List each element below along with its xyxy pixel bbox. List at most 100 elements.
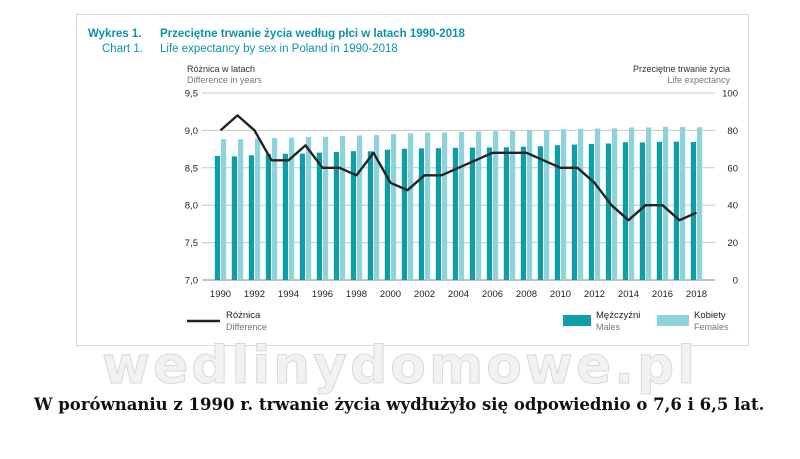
chart-svg: Wykres 1. Przeciętne trwanie życia wedłu… — [88, 28, 738, 332]
legend-males-pl: Mężczyźni — [596, 310, 640, 321]
legend-females-swatch — [657, 315, 689, 326]
bar-females — [646, 127, 652, 281]
bar-males — [435, 148, 441, 280]
bar-males — [554, 145, 560, 280]
bar-females — [680, 127, 686, 280]
right-tick-label: 100 — [722, 89, 738, 100]
chart-title-en: Life expectancy by sex in Poland in 1990… — [160, 43, 398, 55]
bar-females — [221, 139, 227, 280]
bar-females — [697, 127, 703, 280]
bar-females — [510, 130, 516, 280]
legend-females-pl: Kobiety — [694, 310, 726, 321]
bar-females — [442, 132, 448, 280]
bar-males — [469, 147, 475, 280]
caption-text: W porównaniu z 1990 r. trwanie życia wyd… — [34, 395, 765, 414]
bar-females — [340, 136, 346, 280]
bar-females — [408, 133, 414, 280]
bar-males — [486, 147, 492, 280]
grid-lines — [202, 92, 715, 281]
bar-females — [425, 132, 431, 280]
x-tick-label: 2000 — [380, 289, 401, 300]
chart-number-en: Chart 1. — [102, 43, 143, 55]
bar-males — [214, 156, 220, 280]
bar-females — [255, 138, 261, 280]
bar-males — [299, 153, 305, 280]
x-tick-label: 2016 — [652, 289, 673, 300]
bar-males — [537, 146, 543, 280]
left-tick-label: 8,5 — [185, 163, 198, 174]
bar-males — [265, 153, 271, 280]
bar-males — [690, 141, 696, 280]
bar-females — [357, 135, 363, 280]
bar-males — [588, 144, 594, 280]
legend-females-en: Females — [694, 322, 729, 332]
bar-females — [238, 139, 244, 280]
bar-males — [520, 146, 526, 280]
difference-line — [219, 114, 697, 222]
bar-females — [544, 130, 550, 280]
x-tick-label: 1994 — [278, 289, 299, 300]
bar-males — [282, 153, 288, 280]
watermark: wedlinydomowe.pl — [101, 336, 699, 397]
x-tick-label: 2012 — [584, 289, 605, 300]
left-tick-label: 9,0 — [185, 126, 198, 137]
chart-number-pl: Wykres 1. — [88, 28, 142, 40]
x-tick-label: 1998 — [346, 289, 367, 300]
bar-males — [316, 152, 322, 280]
x-tick-label: 2008 — [516, 289, 537, 300]
legend-difference-en: Difference — [226, 322, 267, 332]
bar-females — [561, 129, 567, 280]
bar-males — [401, 148, 407, 280]
left-tick-label: 7,0 — [185, 276, 198, 287]
x-axis-ticks: 1990 1992 1994 1996 1998 2000 2002 2004 2006 2008… — [210, 289, 707, 300]
bar-females — [629, 127, 635, 281]
bar-females — [476, 131, 482, 280]
chart-title-pl: Przeciętne trwanie życia według płci w l… — [160, 28, 465, 40]
bar-males — [656, 141, 662, 280]
x-tick-label: 2006 — [482, 289, 503, 300]
bar-females — [374, 135, 380, 280]
bar-females — [459, 131, 465, 280]
right-tick-label: 20 — [727, 238, 738, 249]
bar-males — [231, 156, 237, 280]
bar-females — [289, 137, 295, 280]
bar-males — [452, 147, 458, 280]
x-tick-label: 2018 — [686, 289, 707, 300]
legend-difference-pl: Różnica — [226, 310, 261, 321]
right-tick-label: 60 — [727, 163, 738, 174]
right-tick-label: 80 — [727, 126, 738, 137]
bar-males — [673, 141, 679, 280]
right-axis-ticks: 100 80 60 40 20 0 — [722, 89, 738, 287]
bar-males — [248, 155, 254, 280]
x-tick-label: 2004 — [448, 289, 469, 300]
left-tick-label: 8,0 — [185, 201, 198, 212]
legend-males-swatch — [563, 315, 591, 326]
bar-females — [323, 136, 329, 280]
bar-males — [503, 147, 509, 280]
left-tick-label: 7,5 — [185, 238, 198, 249]
bar-males — [418, 148, 424, 280]
bar-males — [605, 143, 611, 280]
bars — [214, 126, 703, 281]
right-axis-title-en: Life expectancy — [667, 75, 730, 85]
bar-females — [595, 128, 601, 280]
bar-females — [527, 130, 533, 280]
bar-males — [350, 151, 356, 280]
legend-males-en: Males — [596, 322, 621, 332]
bar-females — [663, 126, 669, 280]
left-axis-title-en: Difference in years — [187, 75, 262, 85]
left-axis-title-pl: Różnica w latach — [187, 64, 255, 74]
left-tick-label: 9,5 — [185, 89, 198, 100]
bar-males — [384, 149, 390, 280]
chart-figure: Wykres 1. Przeciętne trwanie życia wedłu… — [76, 14, 749, 346]
bar-females — [272, 137, 278, 280]
left-axis-ticks: 9,5 9,0 8,5 8,0 7,5 7,0 — [185, 89, 198, 287]
bar-males — [333, 151, 339, 280]
bar-females — [493, 131, 499, 280]
x-tick-label: 2014 — [618, 289, 639, 300]
bar-females — [391, 134, 397, 280]
x-tick-label: 2002 — [414, 289, 435, 300]
right-tick-label: 0 — [733, 276, 738, 287]
bar-females — [306, 137, 312, 280]
x-tick-label: 2010 — [550, 289, 571, 300]
